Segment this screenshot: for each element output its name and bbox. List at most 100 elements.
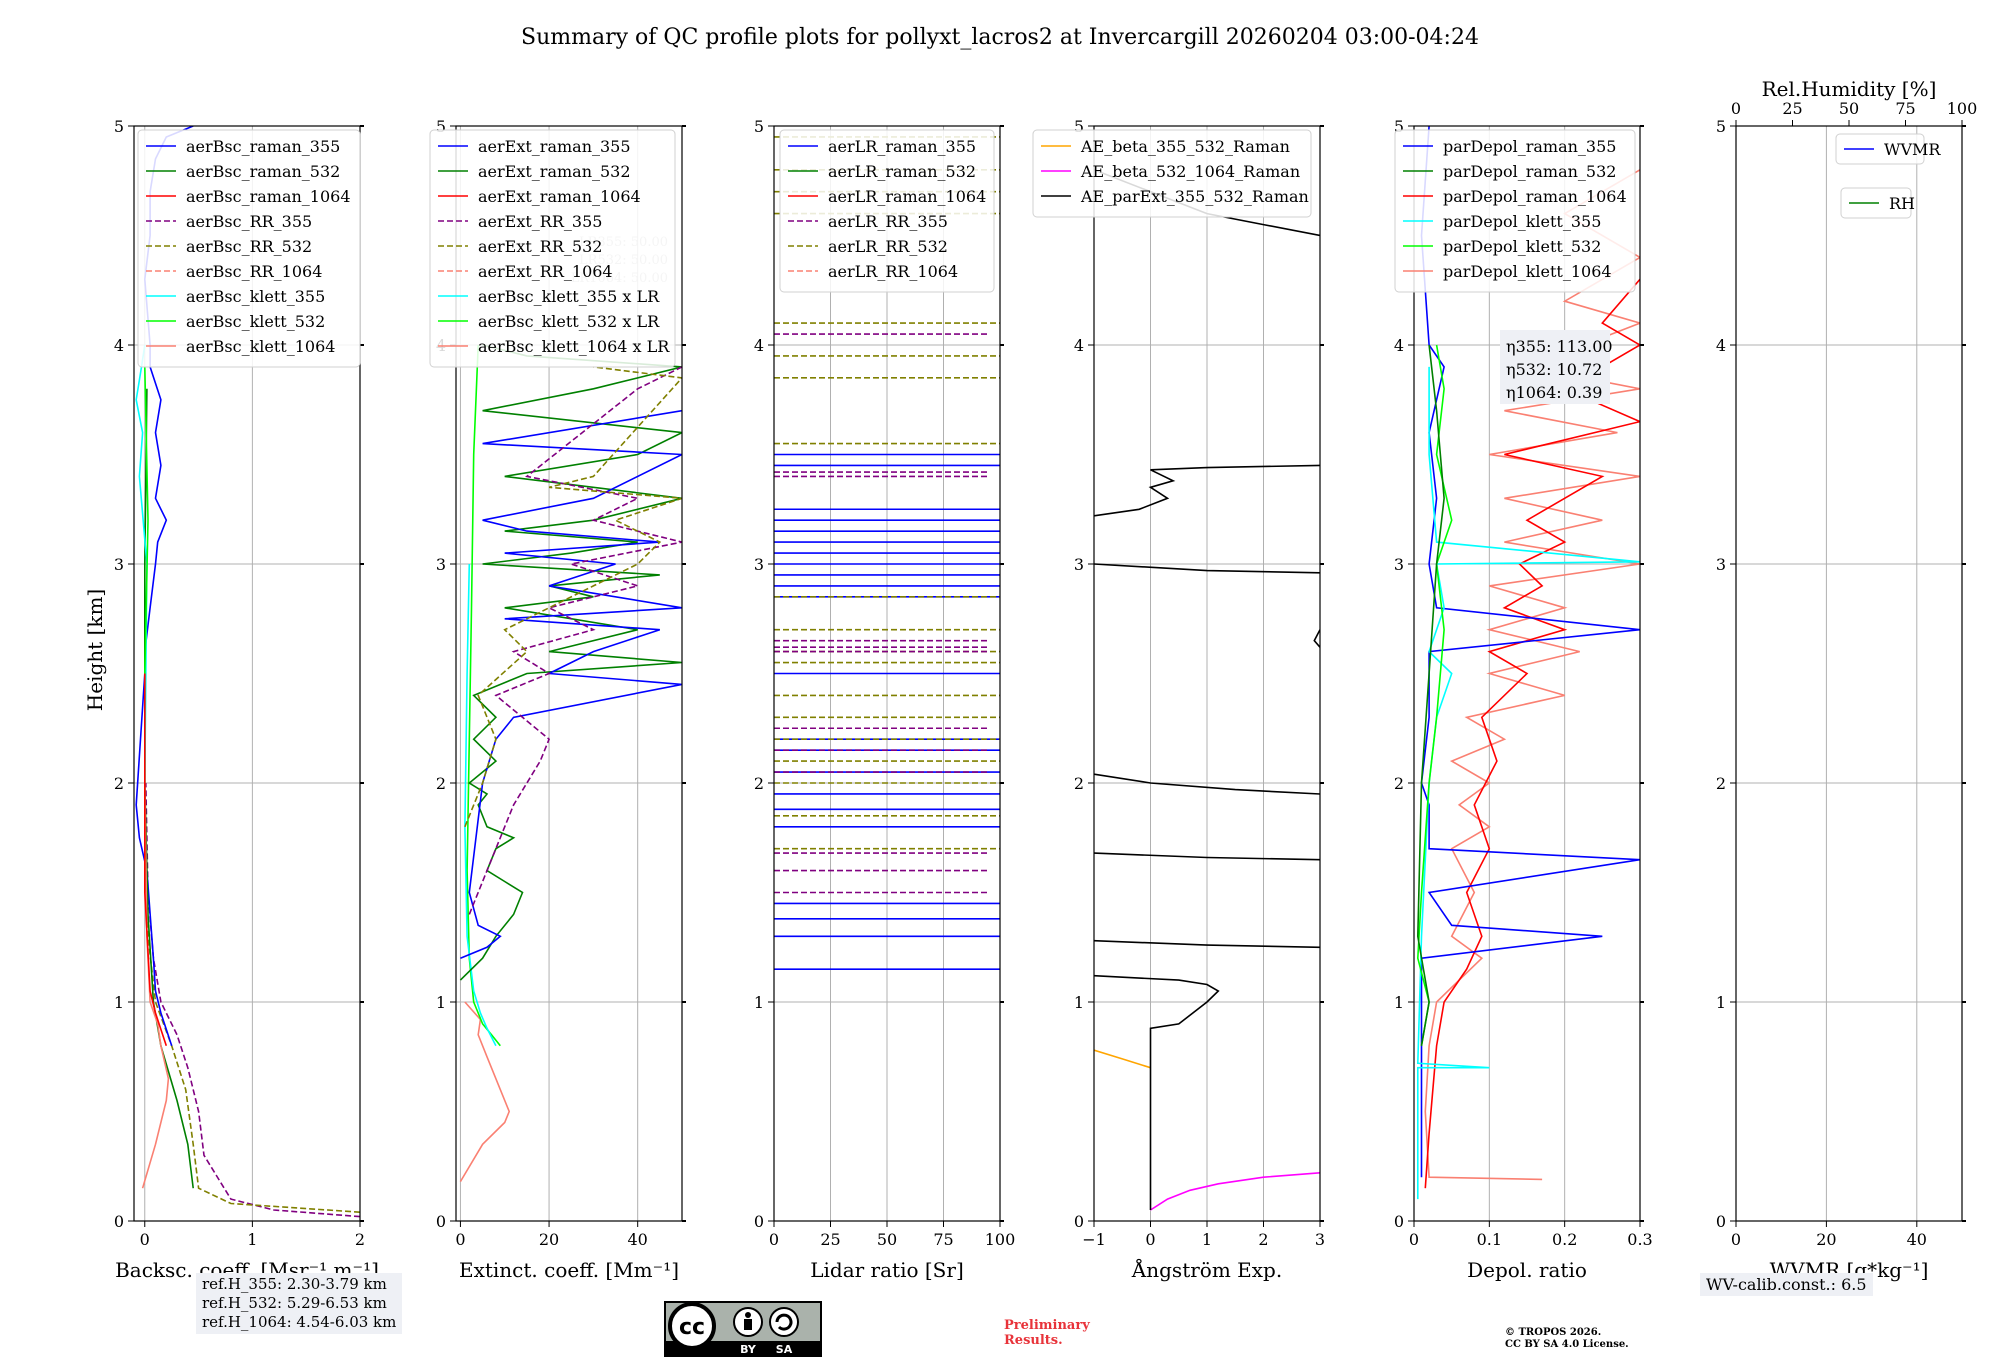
legend-label: aerBsc_raman_532 [186,162,340,181]
legend-label: aerLR_raman_532 [828,162,976,181]
series-line [1094,1049,1151,1069]
wv-calibration-box: WV-calib.const.: 6.5 [1700,1273,1873,1296]
y-tick-label: 5 [436,117,446,136]
series-line [144,673,168,1047]
ref-height-1064: ref.H_1064: 4.54-6.03 km [202,1313,397,1331]
legend-label: aerBsc_RR_355 [186,212,312,231]
license-line: CC BY SA 4.0 License. [1505,1339,1629,1350]
y-tick-label: 5 [1716,117,1726,136]
y-tick-label: 4 [754,336,764,355]
x-tick-label: 50 [877,1230,897,1249]
x-tick-label: 2 [1258,1230,1268,1249]
cc-badge-main: cc [679,1315,705,1340]
series-line [1416,344,1445,1046]
y-tick-label: 2 [1074,774,1084,793]
x-tick-label: 20 [539,1230,559,1249]
x-tick-label: 0 [1145,1230,1155,1249]
y-tick-label: 3 [1074,555,1084,574]
series-line [464,563,497,1047]
series-line [464,366,682,828]
y-tick-label: 0 [114,1212,124,1231]
legend-label: aerExt_RR_1064 [478,262,613,281]
panel-lidar_ratio: 0 25 50 75 100 0 1 2 3 4 5 Lidar ratio [Sr] aerLR_ra… [754,117,1015,1282]
legend-label: aerBsc_RR_1064 [186,262,322,281]
y-tick-label: 4 [1394,336,1404,355]
eta-value: η1064: 0.39 [1506,383,1602,402]
ref-height-532: ref.H_532: 5.29-6.53 km [202,1294,387,1312]
y-tick-label: 3 [114,555,124,574]
y-tick-label: 1 [1716,993,1726,1012]
legend-label: aerBsc_klett_355 x LR [478,287,660,306]
y-tick-label: 1 [436,993,446,1012]
y-tick-label: 2 [1394,774,1404,793]
legend: aerBsc_raman_355 aerBsc_raman_532 aerBsc_r… [137,129,361,368]
legend-label: aerBsc_klett_1064 [186,337,335,356]
y-tick-label: 0 [754,1212,764,1231]
legend-label: parDepol_klett_355 [1443,212,1601,231]
axes-frame [455,125,683,1222]
series-line [1094,974,1220,1210]
top-tick-label: 75 [1895,99,1915,118]
legend-label: aerExt_RR_532 [478,237,602,256]
panel-depolarization: 0 0.1 0.2 0.3 0 1 2 3 4 5 Depol. ratio parDepol_ram… [1394,117,1653,1282]
legend: aerExt_raman_355 aerExt_raman_532 aerExt_r… [429,129,676,368]
x-tick-label: 3 [1315,1230,1325,1249]
x-tick-label: 0 [1409,1230,1419,1249]
legend-label: RH [1889,194,1915,213]
x-tick-label: 75 [933,1230,953,1249]
legend-label: aerLR_RR_1064 [828,262,958,281]
legend-label: aerBsc_raman_1064 [186,187,351,206]
legend-label: parDepol_raman_1064 [1443,187,1627,206]
panel-extinction: 02040012345Extinct. coeff. [Mm⁻¹]LR355: … [429,117,686,1282]
x-tick-label: 40 [628,1230,648,1249]
x-axis-label: Lidar ratio [Sr] [810,1258,964,1282]
series-line [1313,629,1320,648]
series-line [145,826,360,1213]
reference-height-box: ref.H_355: 2.30-3.79 km ref.H_532: 5.29-… [196,1273,403,1334]
copyright-line: © TROPOS 2026. [1505,1327,1602,1338]
y-tick-label: 3 [436,555,446,574]
legend-label: aerLR_raman_1064 [828,187,986,206]
cc-badge-by: BY [740,1343,757,1356]
x-tick-label: 0 [140,1230,150,1249]
series-line [1424,169,1640,1181]
y-tick-label: 4 [1716,336,1726,355]
y-tick-label: 3 [1394,555,1404,574]
top-tick-label: 25 [1782,99,1802,118]
legend: parDepol_raman_355 parDepol_raman_532 parD… [1394,129,1636,293]
x-tick-label: 0.2 [1552,1230,1577,1249]
x-axis-label: Ångström Exp. [1131,1257,1282,1282]
legend-label: aerBsc_klett_532 x LR [478,312,660,331]
x-tick-label: 0 [455,1230,465,1249]
ref-height-355: ref.H_355: 2.30-3.79 km [202,1275,387,1293]
legend-label: parDepol_raman_532 [1443,162,1616,181]
series-line [459,1001,511,1183]
legend-label: aerBsc_raman_355 [186,137,340,156]
legend-label: aerLR_raman_355 [828,137,976,156]
figure-title: Summary of QC profile plots for pollyxt_… [521,25,1479,50]
legend-label: AE_beta_532_1064_Raman [1080,162,1300,181]
legend-label: WVMR [1884,140,1941,159]
series-line [1416,344,1453,1046]
top-tick-label: 50 [1839,99,1859,118]
preliminary-line-2: Results. [1004,1333,1063,1348]
data-layer [1416,126,1640,1200]
y-tick-label: 1 [754,993,764,1012]
top-axis-label: Rel.Humidity [%] [1762,77,1937,101]
y-tick-label: 1 [1074,993,1084,1012]
y-tick-label: 3 [1716,555,1726,574]
top-tick-label: 0 [1731,99,1741,118]
eta-value: η532: 10.72 [1506,360,1602,379]
legend-label: aerBsc_RR_532 [186,237,312,256]
legend-label: AE_parExt_355_532_Raman [1080,187,1309,206]
preliminary-line-1: Preliminary [1004,1318,1090,1333]
series-line [1150,1172,1320,1211]
top-tick-label: 100 [1947,99,1978,118]
x-tick-label: 20 [1816,1230,1836,1249]
y-axis-label: Height [km] [83,589,107,711]
x-tick-label: 2 [355,1230,365,1249]
